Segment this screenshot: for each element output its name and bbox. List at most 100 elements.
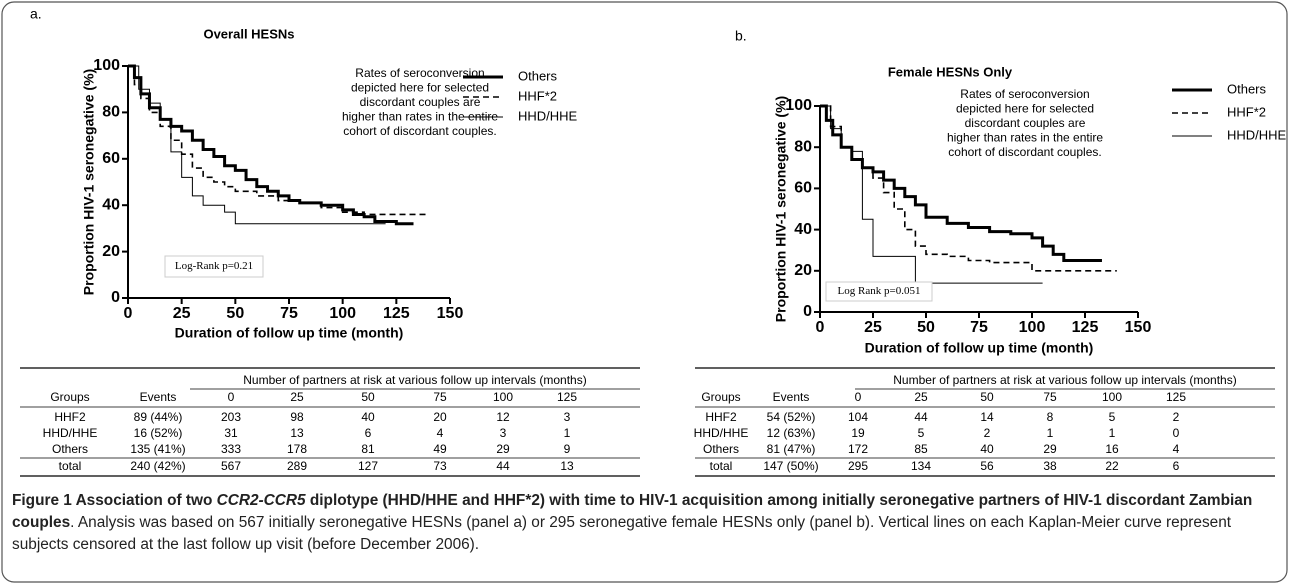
survival-curve (128, 65, 429, 216)
table-cell: 1 (1047, 426, 1054, 440)
column-header: 125 (557, 390, 577, 404)
table-cell: 6 (365, 426, 372, 440)
table-cell: 567 (221, 459, 241, 473)
table-cell: 3 (564, 410, 571, 424)
test-box (164, 255, 264, 278)
x-tick-label: 0 (816, 319, 825, 336)
panel-label: b. (735, 28, 747, 44)
x-axis-label: Duration of follow up time (month) (865, 340, 1094, 356)
table-cell: 13 (560, 459, 574, 473)
column-header: 125 (1166, 390, 1186, 404)
x-tick-label: 75 (970, 319, 988, 336)
y-tick-label: 20 (794, 262, 812, 279)
column-header: 25 (914, 390, 928, 404)
column-header: 0 (228, 390, 235, 404)
y-tick-label: 100 (785, 97, 812, 114)
chart-title: Overall HESNs (203, 26, 294, 41)
caption-title: Figure 1 Association of two CCR2-CCR5 di… (12, 492, 1252, 531)
table-cell: 73 (433, 459, 447, 473)
y-tick-label: 80 (102, 104, 120, 121)
table-header: Number of partners at risk at various fo… (893, 373, 1236, 387)
x-tick-label: 25 (864, 319, 882, 336)
x-tick-label: 150 (437, 305, 464, 322)
y-axis-label: Proportion HIV-1 seronegative (%) (773, 96, 789, 322)
table-cell: HHF2 (705, 410, 737, 424)
table-cell: 49 (433, 442, 447, 456)
table-cell: Others (703, 442, 739, 456)
column-header: Groups (701, 390, 740, 404)
table-cell: 29 (496, 442, 510, 456)
table-cell: 6 (1173, 459, 1180, 473)
column-header: 0 (855, 390, 862, 404)
column-header: Events (773, 390, 810, 404)
table-cell: 104 (848, 410, 868, 424)
table-cell: 31 (224, 426, 238, 440)
y-tick-label: 40 (794, 221, 812, 238)
table-cell: 12 (496, 410, 510, 424)
legend-label: HHF*2 (518, 88, 557, 103)
caption-body: . Analysis was based on 567 initially se… (12, 514, 1232, 553)
annotation: higher than rates in the entire (947, 131, 1103, 145)
table-cell: 295 (848, 459, 868, 473)
x-tick-label: 50 (917, 319, 935, 336)
table-cell: 5 (1109, 410, 1116, 424)
table-cell: total (59, 459, 82, 473)
table-cell: 44 (914, 410, 928, 424)
table-cell: 135 (41%) (130, 442, 185, 456)
y-axis-label: Proportion HIV-1 seronegative (%) (81, 69, 97, 295)
table-cell: 29 (1043, 442, 1057, 456)
table-cell: 40 (980, 442, 994, 456)
table-cell: 9 (564, 442, 571, 456)
y-tick-label: 0 (803, 303, 812, 320)
table-cell: 40 (361, 410, 375, 424)
table-cell: 38 (1043, 459, 1057, 473)
table-cell: 22 (1105, 459, 1119, 473)
column-header: 100 (1102, 390, 1122, 404)
table-cell: 16 (52%) (134, 426, 183, 440)
table-cell: 16 (1105, 442, 1119, 456)
x-tick-label: 0 (124, 305, 133, 322)
table-cell: 8 (1047, 410, 1054, 424)
x-tick-label: 50 (226, 305, 244, 322)
annotation: cohort of discordant couples. (343, 124, 496, 138)
y-tick-label: 60 (794, 180, 812, 197)
y-tick-label: 80 (794, 138, 812, 155)
annotation: Rates of seroconversion (960, 87, 1089, 101)
table-cell: 4 (437, 426, 444, 440)
caption-gene: CCR2-CCR5 (216, 492, 306, 509)
x-tick-label: 25 (173, 305, 191, 322)
table-cell: Others (52, 442, 88, 456)
y-tick-label: 0 (111, 289, 120, 306)
x-axis-label: Duration of follow up time (month) (175, 325, 404, 341)
table-cell: 333 (221, 442, 241, 456)
table-cell: 19 (851, 426, 865, 440)
table-cell: 14 (980, 410, 994, 424)
survival-curve (128, 65, 386, 225)
table-cell: 44 (496, 459, 510, 473)
column-header: 50 (980, 390, 994, 404)
caption-title-part: Figure 1 Association of two (12, 492, 217, 509)
column-header: Groups (50, 390, 89, 404)
annotation: cohort of discordant couples. (948, 145, 1101, 159)
test-label: Log Rank p=0.051 (838, 285, 921, 297)
y-tick-label: 20 (102, 243, 120, 260)
table-cell: 81 (361, 442, 375, 456)
y-tick-label: 40 (102, 196, 120, 213)
table-cell: 4 (1173, 442, 1180, 456)
y-tick-label: 100 (93, 57, 120, 74)
table-cell: total (710, 459, 733, 473)
table-cell: 2 (984, 426, 991, 440)
table-cell: 203 (221, 410, 241, 424)
panel-label: a. (30, 6, 42, 22)
table-cell: 172 (848, 442, 868, 456)
x-tick-label: 75 (280, 305, 298, 322)
table-cell: 12 (63%) (767, 426, 816, 440)
test-box (825, 281, 933, 302)
table-cell: 127 (358, 459, 378, 473)
y-tick-label: 60 (102, 150, 120, 167)
table-cell: 89 (44%) (134, 410, 183, 424)
annotation: Rates of seroconversion (355, 66, 484, 80)
column-header: 100 (493, 390, 513, 404)
